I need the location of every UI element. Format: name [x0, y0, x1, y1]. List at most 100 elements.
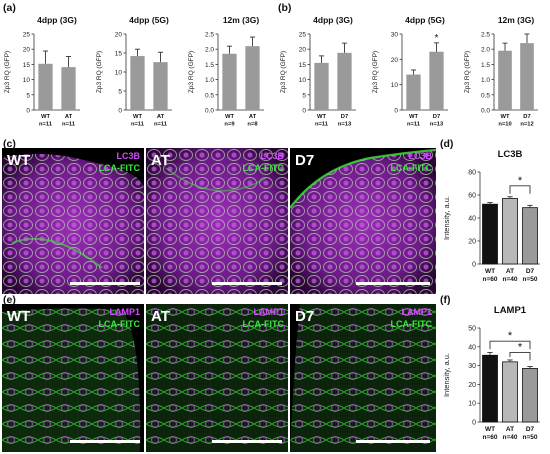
- y-tick-label: 25: [299, 32, 307, 39]
- sample-size-label: n=40: [503, 276, 518, 283]
- chart-title: 4dpp (3G): [313, 15, 353, 25]
- bar: [498, 50, 512, 110]
- y-tick-label: 0.5: [481, 92, 490, 99]
- sample-size-label: n=10: [498, 121, 511, 127]
- y-tick-label: 80: [468, 170, 476, 177]
- x-tick-label: D7: [526, 268, 535, 275]
- y-tick-label: 20: [468, 382, 476, 389]
- y-tick-label: 20: [23, 47, 31, 54]
- sample-size-label: n=12: [520, 121, 533, 127]
- panel-label-b: (b): [278, 2, 292, 14]
- panel-label-d: (d): [440, 138, 454, 150]
- y-tick-label: 0: [472, 420, 476, 427]
- y-tick-label: 0: [394, 108, 398, 115]
- significance-star: *: [508, 330, 513, 342]
- micrograph-e-2: AT LAMP1 LCA-FITC: [146, 304, 288, 452]
- sample-size-label: n=50: [523, 434, 538, 441]
- x-tick-label: WT: [41, 114, 50, 120]
- chart-title: LAMP1: [494, 305, 527, 316]
- y-axis-label: Zp3 RQ (GFP): [372, 51, 379, 93]
- significance-star: *: [518, 341, 523, 353]
- x-tick-label: AT: [506, 426, 514, 433]
- x-tick-label: D7: [341, 114, 348, 120]
- bar: [61, 67, 76, 110]
- y-tick-label: 25: [23, 32, 31, 39]
- chart-title: 4dpp (5G): [405, 15, 445, 25]
- bar: [520, 43, 534, 110]
- y-tick-label: 5: [118, 89, 122, 96]
- y-tick-label: 15: [23, 62, 31, 69]
- channel-label-green: LCA-FITC: [98, 163, 141, 173]
- channel-label-magenta: LC3B: [116, 151, 140, 161]
- sample-size-label: n=11: [154, 121, 168, 127]
- bar-chart-b1: 4dpp (3G) Zp3 RQ (GFP) 0 5 10 15 20 25 WTn=11 D7n…: [280, 15, 356, 127]
- micrograph-c-2: AT LC3B LCA-FITC: [146, 148, 288, 294]
- sample-size-label: n=13: [430, 121, 444, 127]
- y-tick-label: 0: [302, 108, 306, 115]
- bar-chart-a2: 4dpp (5G)Zp3 RQ (GFP)05101520WTn=11ATn=1…: [96, 15, 172, 127]
- y-tick-label: 5: [302, 92, 306, 99]
- tissue-image: [146, 304, 288, 452]
- y-tick-label: 40: [468, 344, 476, 351]
- y-tick-label: 1.0: [481, 77, 490, 84]
- chart-title: LC3B: [498, 149, 523, 160]
- y-tick-label: 20: [391, 57, 399, 64]
- y-tick-label: 20: [115, 32, 123, 39]
- x-tick-label: AT: [65, 114, 73, 120]
- channel-label-magenta: LAMP1: [401, 307, 432, 317]
- bar-chart-b3: 12m (3G) Zp3 RQ (GFP) 0.0 0.5 1.0 1.5 2.0 2.5 WT…: [464, 15, 538, 127]
- significance-bracket: [509, 185, 531, 194]
- scale-bar: [356, 282, 430, 285]
- y-tick-label: 1.5: [205, 62, 214, 69]
- x-tick-label: D7: [523, 114, 530, 120]
- panel-label-e: (e): [3, 294, 16, 306]
- y-tick-label: 5: [26, 92, 30, 99]
- y-tick-label: 40: [468, 216, 476, 223]
- tissue-image: [290, 148, 436, 294]
- channel-label-magenta: LAMP1: [109, 307, 140, 317]
- bar: [482, 354, 498, 423]
- micrograph-c-3: D7 LC3B LCA-FITC: [290, 148, 436, 294]
- bar-chart-b2: 4dpp (5G) Zp3 RQ (GFP) 0 10 20 30 WTn=11 D7n=13…: [372, 15, 448, 127]
- bar: [502, 198, 518, 265]
- channel-label-green: LCA-FITC: [242, 319, 285, 329]
- chart-title: 12m (3G): [498, 15, 535, 25]
- tissue-image: [2, 308, 141, 452]
- micrograph-label: WT: [7, 152, 31, 169]
- sample-size-label: n=40: [503, 434, 518, 441]
- bar: [245, 46, 260, 110]
- x-tick-label: WT: [133, 114, 142, 120]
- channel-label-magenta: LC3B: [260, 151, 284, 161]
- y-tick-label: 2.0: [205, 47, 214, 54]
- channel-label-green: LCA-FITC: [98, 319, 141, 329]
- micrograph-label: AT: [151, 308, 170, 325]
- sample-size-label: n=50: [523, 276, 538, 283]
- scale-bar: [70, 440, 140, 443]
- bar: [502, 361, 518, 423]
- y-tick-label: 20: [468, 239, 476, 246]
- y-axis-label: Zp3 RQ (GFP): [96, 51, 103, 93]
- chart-title: 4dpp (3G): [37, 15, 77, 25]
- x-tick-label: WT: [317, 114, 326, 120]
- x-tick-label: D7: [526, 426, 535, 433]
- y-tick-label: 1.0: [205, 77, 214, 84]
- bar: [522, 207, 538, 265]
- y-tick-label: 60: [468, 193, 476, 200]
- significance-star: *: [435, 33, 439, 44]
- bar-chart-a1: 4dpp (3G)Zp3 RQ (GFP)0510152025WTn=11ATn…: [4, 15, 80, 127]
- tissue-image: [290, 304, 436, 452]
- bar: [429, 51, 444, 110]
- y-tick-label: 15: [299, 62, 307, 69]
- bar: [38, 63, 53, 110]
- x-tick-label: WT: [485, 426, 495, 433]
- y-tick-label: 2.5: [481, 32, 490, 39]
- micrograph-label: D7: [295, 152, 315, 169]
- y-tick-label: 10: [299, 77, 307, 84]
- y-axis-label: Zp3 RQ (GFP): [464, 51, 471, 93]
- y-tick-label: 10: [115, 70, 123, 77]
- micrograph-label: D7: [295, 308, 315, 325]
- sample-size-label: n=9: [224, 121, 235, 127]
- channel-label-green: LCA-FITC: [390, 163, 433, 173]
- y-tick-label: 30: [468, 363, 476, 370]
